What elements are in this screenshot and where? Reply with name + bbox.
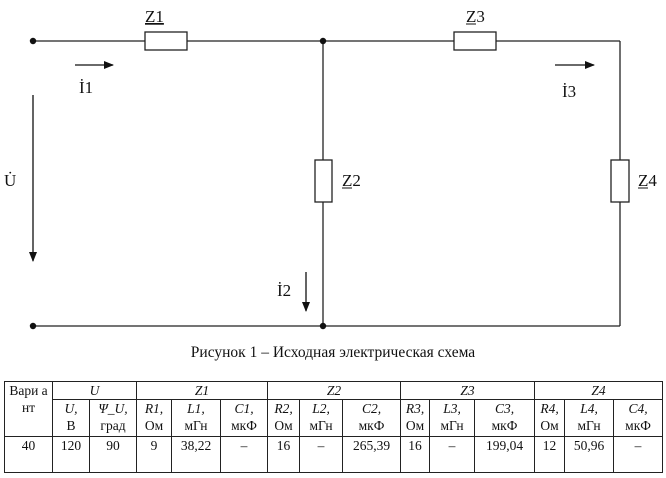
param-symbol: C4, xyxy=(628,401,648,416)
param-unit: мкФ xyxy=(358,418,385,433)
data-cell: 9 xyxy=(136,436,172,473)
resistor-z3 xyxy=(453,31,497,51)
subheader-cell: L3, мГн xyxy=(429,399,476,437)
resistor-z1 xyxy=(144,31,188,51)
table-header-row: Вари ант U Z1 Z2 Z3 Z4 xyxy=(4,381,664,437)
param-symbol: R1, xyxy=(144,401,164,416)
subheader-cell: R3, Ом xyxy=(400,399,431,437)
node-top xyxy=(319,37,327,45)
param-unit: мГн xyxy=(440,418,464,433)
param-symbol: U, xyxy=(64,401,78,416)
subheader-cell: R1, Ом xyxy=(136,399,172,437)
param-symbol: R4, xyxy=(540,401,559,416)
param-symbol: Ψ_U, xyxy=(98,401,128,416)
data-cell: 16 xyxy=(400,436,431,473)
param-symbol: L1, xyxy=(187,401,205,416)
param-unit: В xyxy=(66,418,76,433)
param-symbol: C3, xyxy=(494,401,515,416)
data-cell: – xyxy=(429,436,476,473)
resistor-z2 xyxy=(314,159,333,203)
param-unit: Ом xyxy=(274,418,293,433)
data-cell: 40 xyxy=(4,436,53,473)
label-i2: İ2 xyxy=(277,281,291,300)
data-cell: 199,04 xyxy=(474,436,536,473)
param-unit: мкФ xyxy=(625,418,651,433)
data-cell: 12 xyxy=(534,436,566,473)
group-u: U xyxy=(52,381,137,400)
subheader-cell: U, В xyxy=(52,399,90,437)
group-z1: Z1 xyxy=(135,381,269,400)
data-cell: 16 xyxy=(267,436,301,473)
param-symbol: L4, xyxy=(580,401,598,416)
circuit-diagram: Z1 Z3 Z2 Z4 İ1 İ3 İ2 U̇ xyxy=(4,7,657,330)
subheader-cell: C3, мкФ xyxy=(474,399,536,437)
param-symbol: R3, xyxy=(405,401,425,416)
table-row: 40 120 90 9 38,22–16–265,39 16–199,04 12 50,96– xyxy=(4,436,664,473)
param-symbol: C1, xyxy=(234,401,254,416)
param-unit: Ом xyxy=(540,418,559,433)
data-cell: 38,22 xyxy=(171,436,221,473)
subheader-cell: C4, мкФ xyxy=(613,399,664,437)
param-unit: Ом xyxy=(144,418,164,433)
node-bottom xyxy=(319,322,327,330)
param-unit: град xyxy=(100,418,126,433)
subheader-cell: L1, мГн xyxy=(171,399,221,437)
terminal-bottom xyxy=(29,322,37,330)
subheader-cell: C1, мкФ xyxy=(219,399,269,437)
label-z4: Z4 xyxy=(638,171,657,190)
label-u: U̇ xyxy=(4,171,16,190)
param-symbol: L2, xyxy=(312,401,330,416)
wires xyxy=(33,40,621,327)
param-unit: мГн xyxy=(309,418,333,433)
data-cell: 265,39 xyxy=(342,436,402,473)
group-z4: Z4 xyxy=(534,381,664,400)
data-cell: – xyxy=(613,436,664,473)
subheader-cell: L2, мГн xyxy=(299,399,344,437)
param-unit: мГн xyxy=(184,418,208,433)
data-cell: – xyxy=(219,436,269,473)
variant-header: Вари ант xyxy=(4,381,53,437)
subheader-cell: R2, Ом xyxy=(267,399,301,437)
label-z2: Z2 xyxy=(342,171,361,190)
label-i1: İ1 xyxy=(79,78,93,97)
param-symbol: C2, xyxy=(361,401,382,416)
subheader-cell: Ψ_U, град xyxy=(89,399,137,437)
label-z3: Z3 xyxy=(466,7,485,26)
subheader-cell: L4, мГн xyxy=(564,399,615,437)
param-symbol: R2, xyxy=(274,401,293,416)
group-z2: Z2 xyxy=(267,381,402,400)
param-unit: Ом xyxy=(405,418,425,433)
label-i3: İ3 xyxy=(562,82,576,101)
param-unit: мкФ xyxy=(231,418,257,433)
data-cell: 50,96 xyxy=(564,436,615,473)
data-cell: 90 xyxy=(89,436,137,473)
variant-table: Вари ант U Z1 Z2 Z3 Z4 U, В Ψ_U, град R1, Ом L… xyxy=(4,381,664,473)
param-unit: мкФ xyxy=(491,418,518,433)
data-cell: – xyxy=(299,436,344,473)
param-unit: мГн xyxy=(577,418,601,433)
label-z1: Z1 xyxy=(145,7,164,26)
param-symbol: L3, xyxy=(443,401,461,416)
table-subheader-row: U, В Ψ_U, град R1, Ом L1, мГн C1, мкФ R2, Ом L2, мГн C… xyxy=(5,399,664,437)
resistor-z4 xyxy=(610,159,630,203)
data-cell: 120 xyxy=(52,436,90,473)
figure-caption: Рисунок 1 – Исходная электрическая схема xyxy=(190,344,476,361)
subheader-cell: R4, Ом xyxy=(534,399,566,437)
subheader-cell: C2, мкФ xyxy=(342,399,402,437)
terminal-top xyxy=(29,37,37,45)
group-z3: Z3 xyxy=(400,381,536,400)
